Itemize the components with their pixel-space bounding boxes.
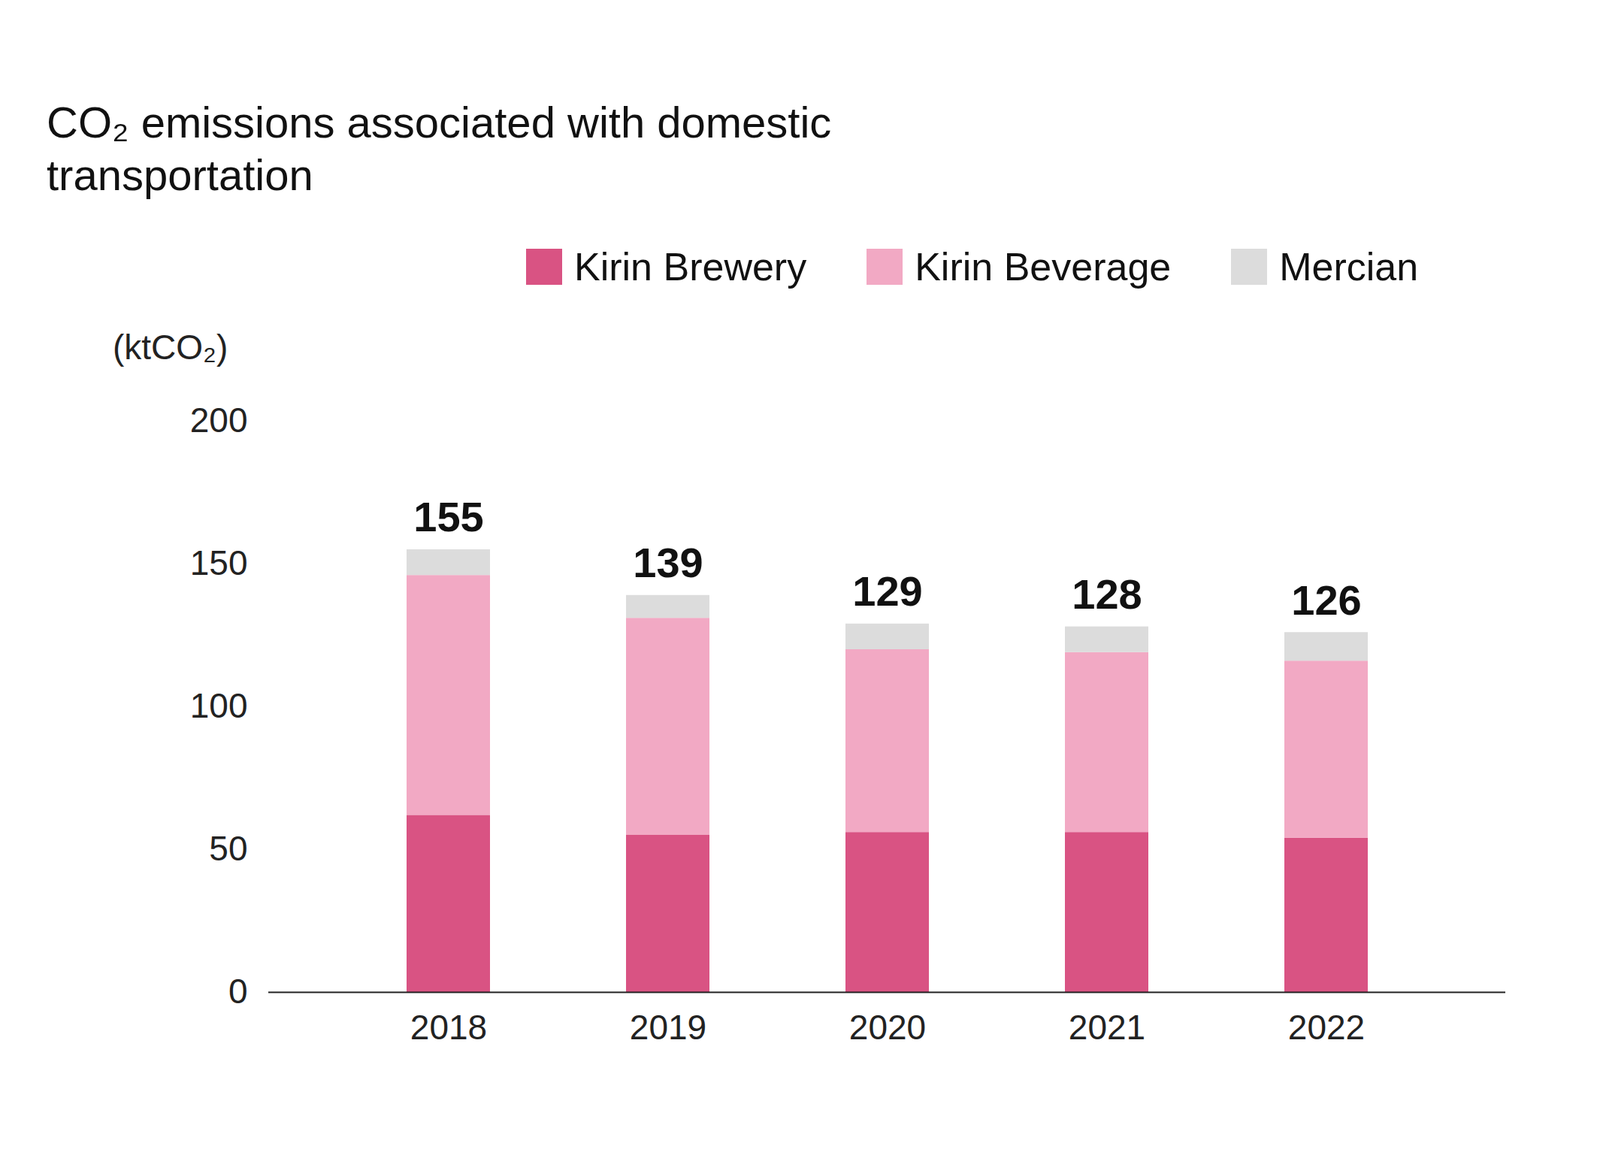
svg-text:150: 150 — [190, 543, 249, 583]
svg-text:2019: 2019 — [629, 1007, 707, 1047]
svg-text:2018: 2018 — [410, 1007, 487, 1047]
svg-text:2020: 2020 — [849, 1007, 926, 1047]
svg-text:2021: 2021 — [1068, 1007, 1146, 1047]
svg-text:200: 200 — [190, 400, 249, 440]
svg-text:0: 0 — [228, 971, 249, 1011]
svg-text:50: 50 — [208, 828, 248, 869]
html-text:Kirin Beverage: Kirin Beverage — [914, 244, 1172, 289]
svg-text:139: 139 — [632, 538, 703, 587]
html-text:Mercian: Mercian — [1279, 244, 1419, 289]
svg-text:129: 129 — [852, 567, 923, 615]
svg-text:2022: 2022 — [1288, 1007, 1365, 1047]
html-text:(ktCO₂): (ktCO₂) — [112, 327, 228, 367]
svg-text:126: 126 — [1291, 576, 1362, 624]
svg-text:128: 128 — [1071, 570, 1142, 618]
html-text:CO₂ emissions associated with: CO₂ emissions associated with domestic t… — [46, 97, 832, 200]
svg-text:155: 155 — [413, 493, 484, 541]
svg-text:100: 100 — [190, 686, 249, 726]
html-text:Kirin Brewery: Kirin Brewery — [574, 244, 807, 289]
